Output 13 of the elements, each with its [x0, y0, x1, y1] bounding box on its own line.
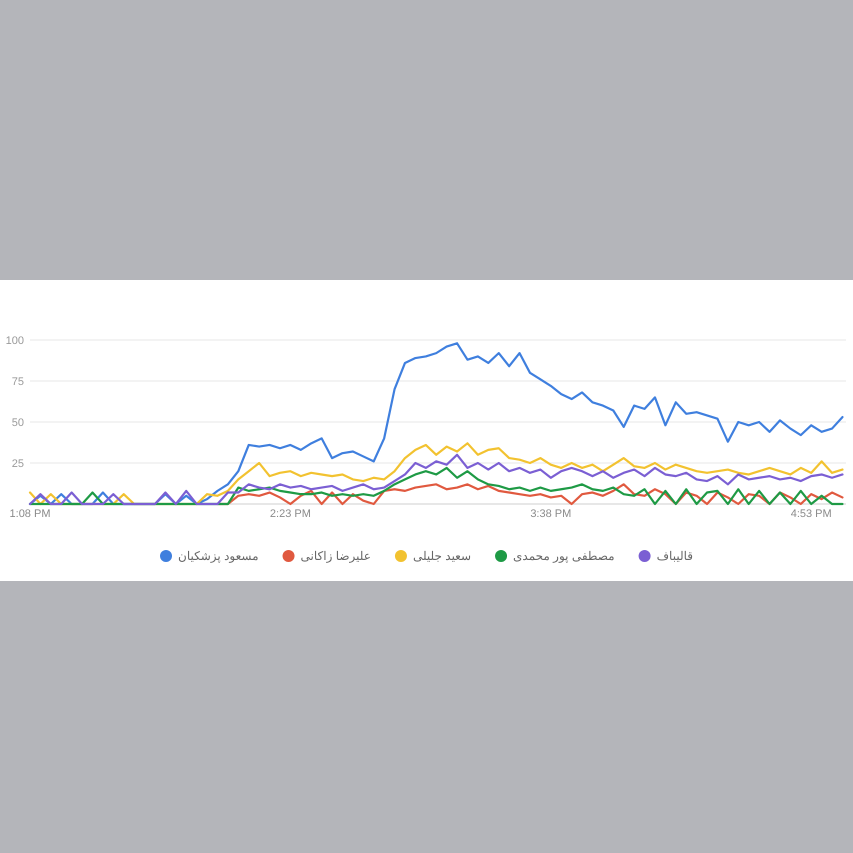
x-tick-label: 1:08 PM — [10, 508, 50, 520]
legend-label: علیرضا زاکانی — [300, 549, 371, 563]
x-tick-label: 2:23 PM — [270, 508, 311, 520]
y-tick-label: 50 — [12, 417, 24, 429]
y-tick-label: 75 — [12, 376, 24, 388]
x-tick-label: 3:38 PM — [530, 508, 572, 520]
y-tick-label: 100 — [6, 335, 24, 347]
legend-label: مسعود پزشکیان — [178, 549, 259, 563]
legend-label: سعید جلیلی — [412, 549, 472, 563]
y-tick-label: 25 — [12, 458, 24, 470]
legend-label: مصطفی پور محمدی — [513, 549, 615, 563]
legend-label: قالیباف — [656, 549, 693, 563]
x-tick-label: 4:53 PM — [790, 508, 832, 520]
